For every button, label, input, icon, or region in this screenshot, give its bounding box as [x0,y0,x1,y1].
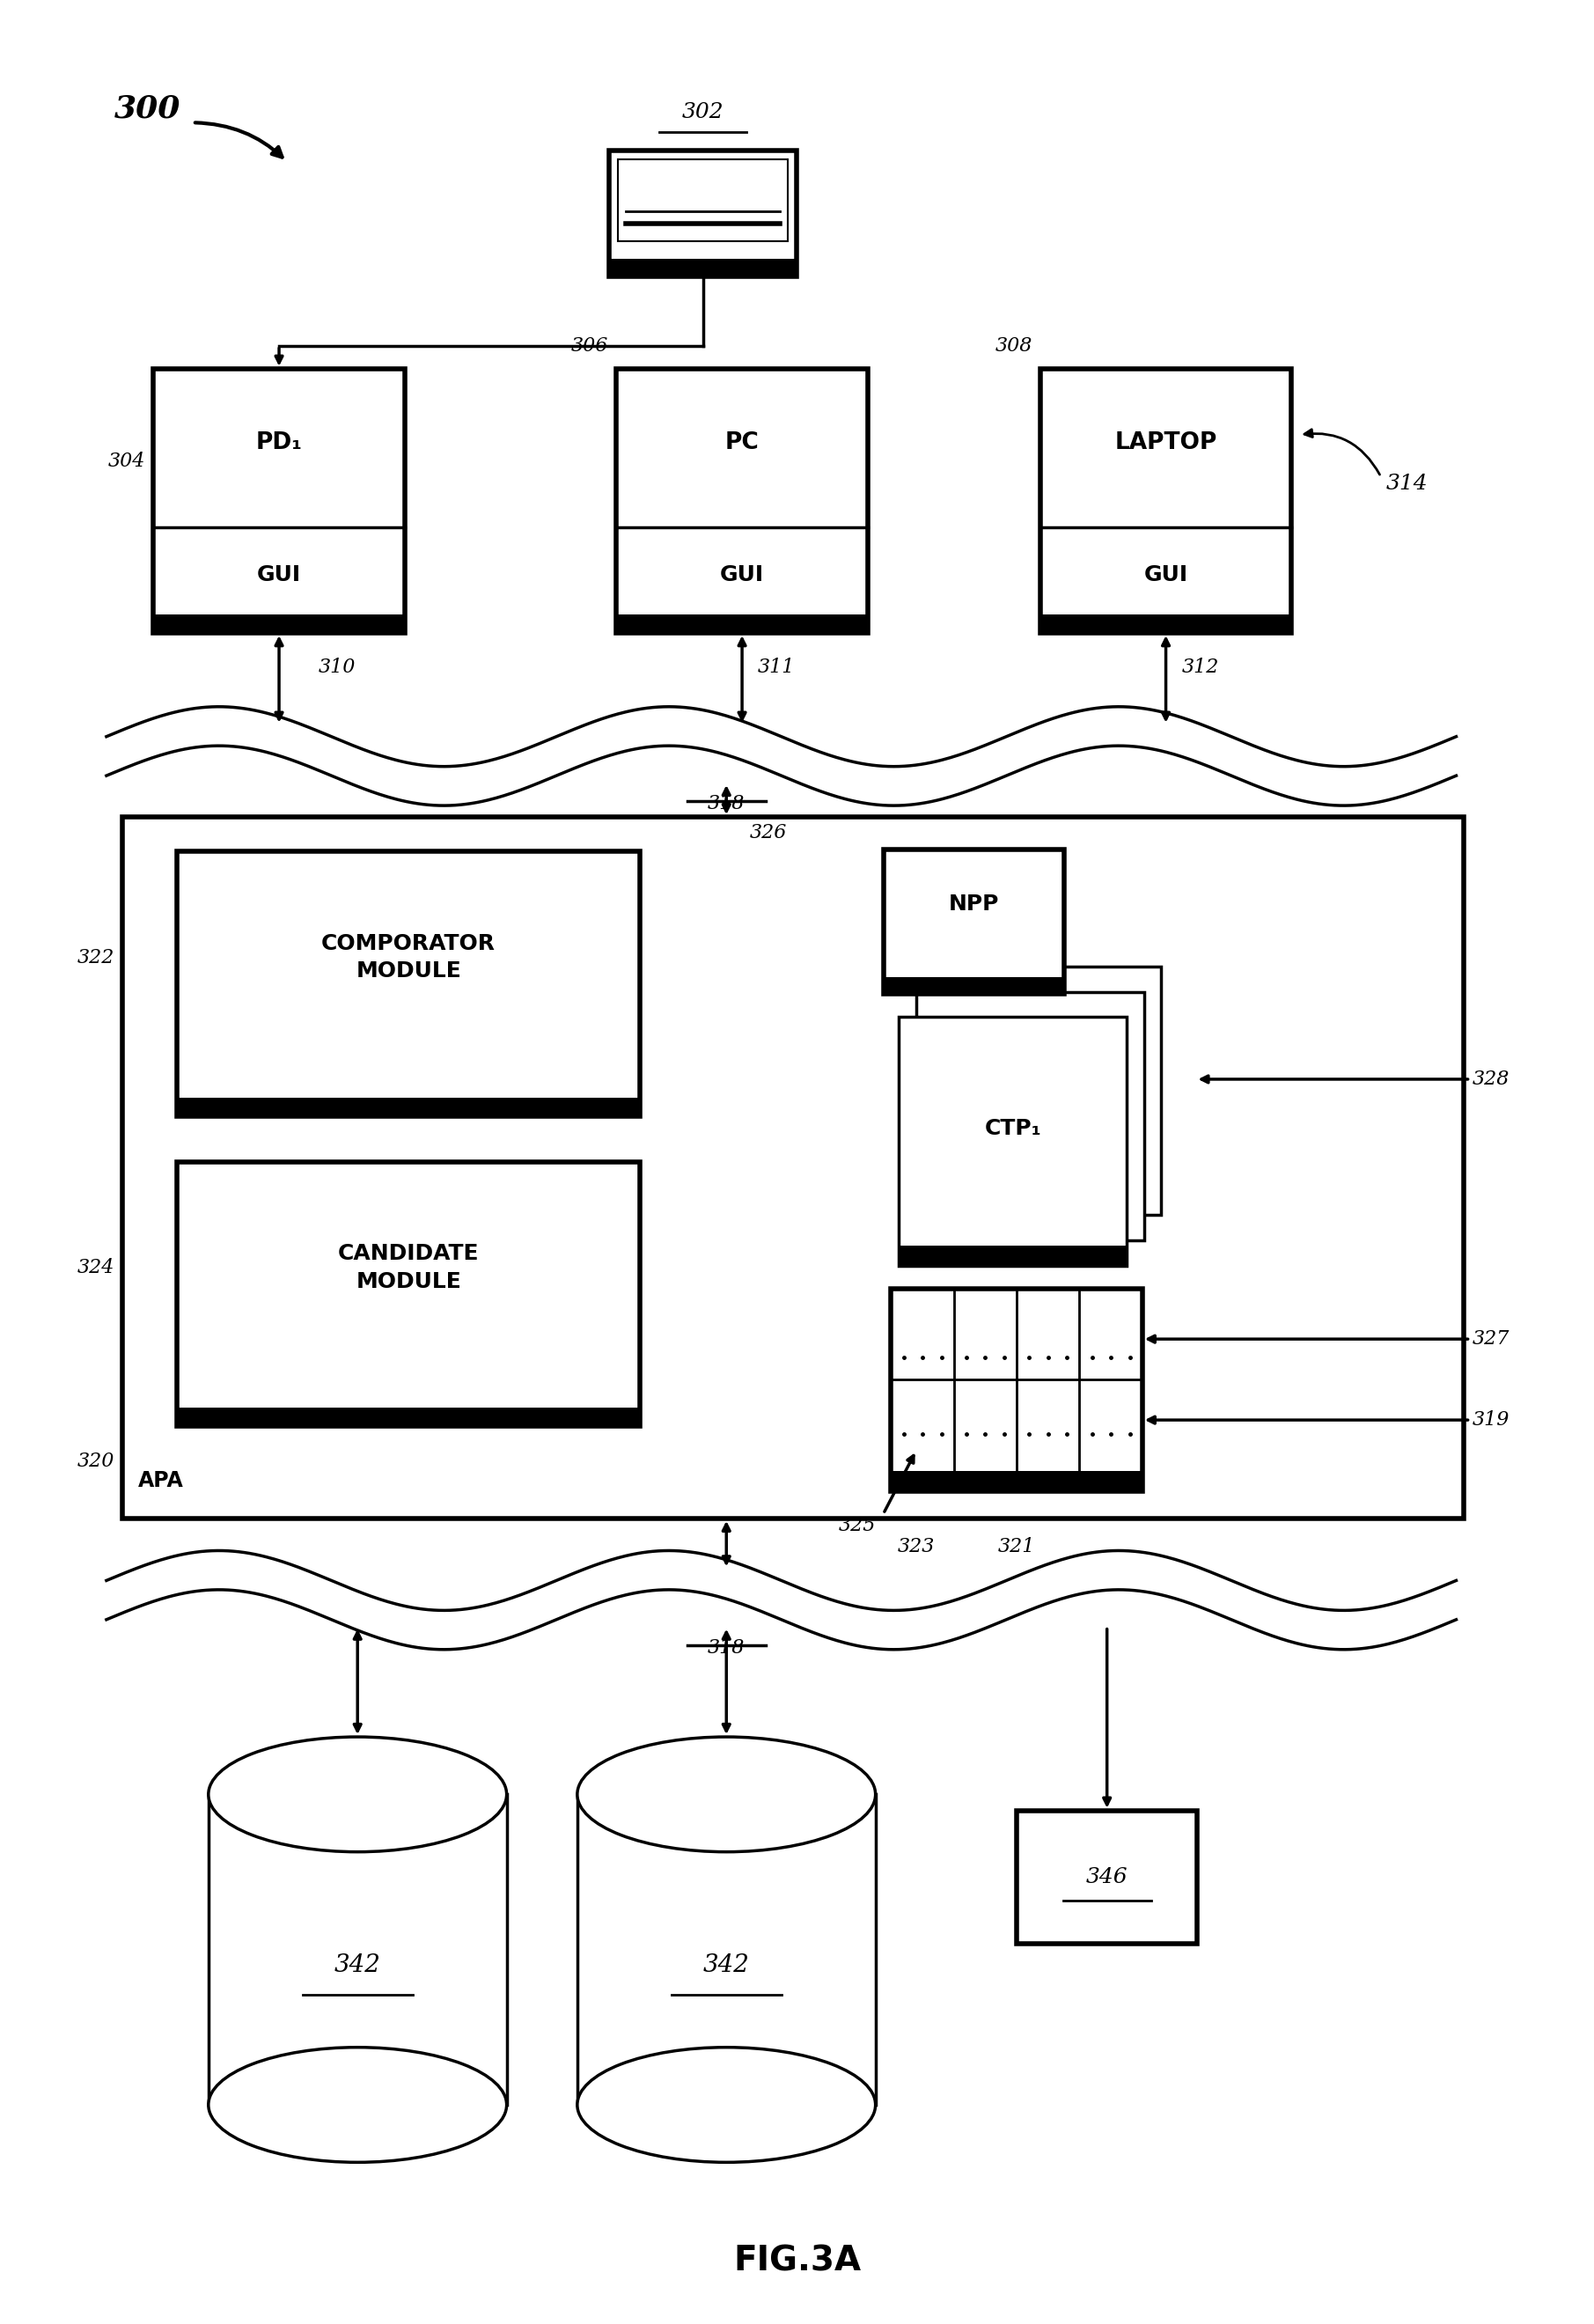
Bar [1041,614,1291,632]
Bar [917,992,1144,1241]
Text: 328: 328 [1471,1069,1510,1090]
Ellipse shape [577,2047,875,2161]
Text: 314: 314 [1385,474,1428,493]
Ellipse shape [209,2047,507,2161]
Text: 319: 319 [1471,1411,1510,1429]
Bar [177,1162,641,1427]
Text: 327: 327 [1471,1329,1510,1348]
Bar [177,1097,641,1116]
Bar [609,151,797,277]
Bar [209,1794,507,2106]
Bar [899,1246,1127,1267]
Text: 324: 324 [77,1257,115,1278]
Text: 325: 325 [838,1515,875,1536]
Ellipse shape [577,1736,875,1852]
Text: 306: 306 [571,337,609,356]
Bar [899,1018,1127,1267]
Text: 321: 321 [998,1536,1036,1557]
Text: PD₁: PD₁ [255,432,303,453]
Text: GUI: GUI [720,565,764,586]
Text: 320: 320 [77,1450,115,1471]
Bar [123,818,1463,1518]
Bar [577,1794,875,2106]
Text: 342: 342 [335,1952,381,1978]
Text: GUI: GUI [1144,565,1188,586]
Bar [153,370,405,632]
Text: 308: 308 [995,337,1033,356]
Bar [883,848,1063,995]
Text: 312: 312 [1181,658,1219,676]
Bar [177,851,641,1116]
Bar [1041,370,1291,632]
Bar [934,967,1160,1215]
Text: 310: 310 [319,658,355,676]
Text: FIG.3A: FIG.3A [733,2245,861,2278]
Bar [618,158,787,242]
Text: 326: 326 [749,823,787,844]
Text: GUI: GUI [257,565,301,586]
Text: 300: 300 [115,93,180,123]
Bar [609,258,797,277]
Bar [883,976,1063,995]
Text: 318: 318 [708,1638,744,1657]
Bar [617,614,867,632]
Ellipse shape [209,1736,507,1852]
Bar [617,370,867,632]
Text: 346: 346 [1086,1866,1129,1887]
Text: LAPTOP: LAPTOP [1114,432,1218,453]
Text: CANDIDATE
MODULE: CANDIDATE MODULE [338,1243,480,1292]
Text: 342: 342 [703,1952,749,1978]
Text: NPP: NPP [948,895,999,916]
Text: 322: 322 [77,948,115,967]
Bar [1017,1810,1197,1943]
Text: PC: PC [725,432,759,453]
Text: 304: 304 [108,451,145,472]
Text: 318: 318 [708,795,744,813]
Bar [891,1471,1143,1490]
Text: APA: APA [137,1469,183,1490]
Bar [153,614,405,632]
Text: 323: 323 [897,1536,936,1557]
Text: 302: 302 [682,102,724,123]
Bar [177,1408,641,1427]
Text: COMPORATOR
MODULE: COMPORATOR MODULE [322,932,496,981]
Bar [891,1287,1143,1490]
Text: CTP₁: CTP₁ [985,1118,1041,1139]
Text: 311: 311 [757,658,795,676]
